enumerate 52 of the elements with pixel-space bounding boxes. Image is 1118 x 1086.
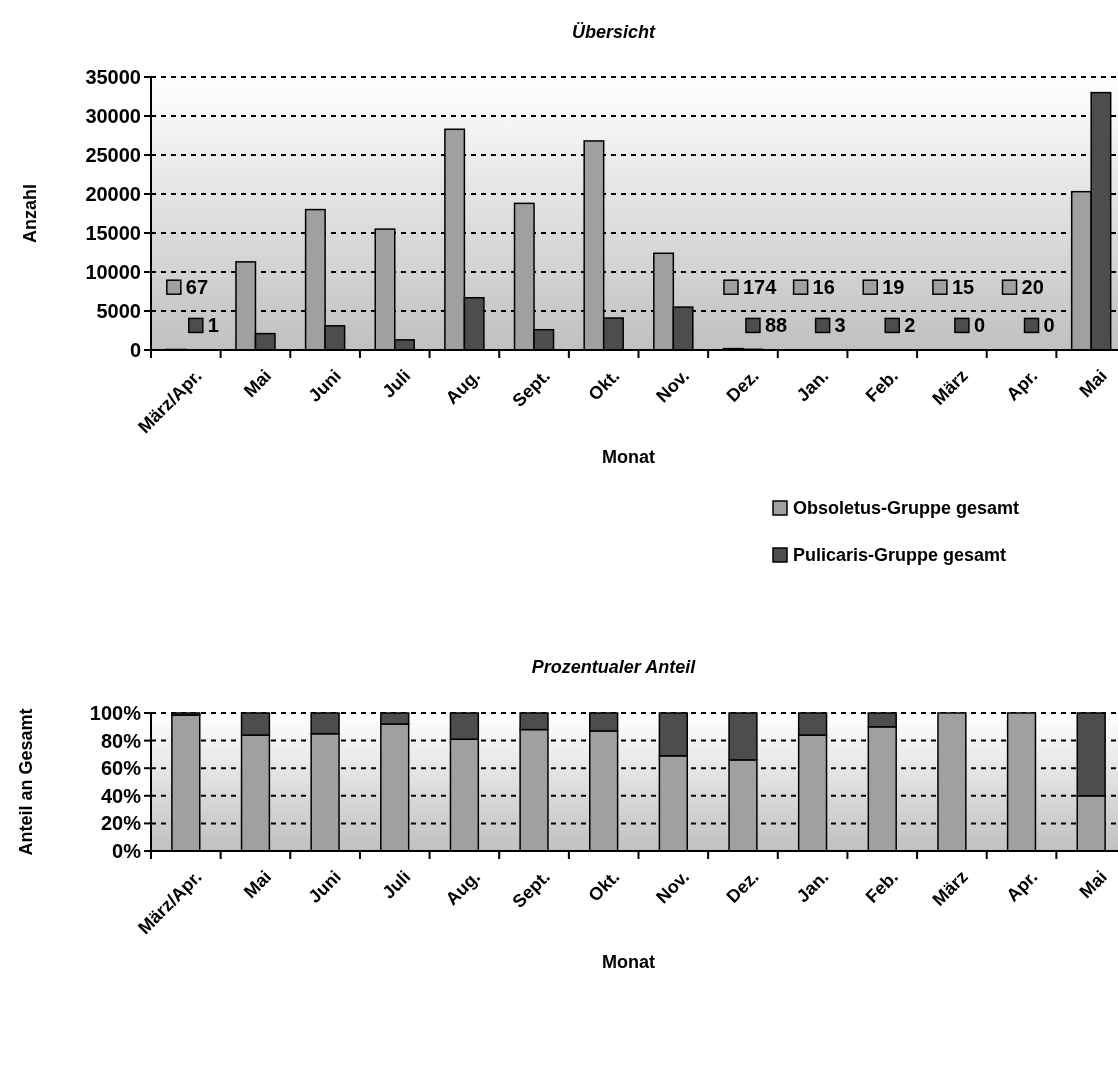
legend-label: Pulicaris-Gruppe gesamt: [793, 545, 1007, 566]
data-label: 19: [882, 276, 905, 299]
x-tick-label: Mai: [1075, 365, 1111, 401]
y-tick-label: 10000: [85, 261, 141, 283]
chart-title: Prozentualer Anteil: [531, 657, 697, 677]
y-tick-label: 60%: [100, 757, 142, 780]
y-tick-label: 20%: [100, 812, 142, 835]
y-tick-label: 0%: [112, 840, 142, 862]
y-tick-label: 80%: [100, 729, 142, 752]
data-label: 15: [951, 276, 975, 299]
x-tick-label: Apr.: [1002, 866, 1042, 906]
data-label: 3: [834, 314, 846, 337]
x-tick-label: Okt.: [584, 365, 624, 405]
x-tick-label: Feb.: [861, 365, 902, 406]
x-tick-label: Okt.: [584, 866, 624, 906]
data-label: 67: [185, 276, 209, 299]
x-axis-title: Monat: [602, 447, 655, 467]
data-label: 0: [1043, 314, 1055, 337]
data-label: 20: [1021, 276, 1044, 299]
x-tick-label: Jan.: [792, 866, 833, 907]
data-label: 16: [812, 276, 835, 299]
y-tick-label: 20000: [85, 183, 141, 205]
y-tick-label: 25000: [85, 144, 141, 166]
x-tick-label: Nov.: [652, 365, 694, 407]
y-tick-label: 35000: [85, 66, 141, 88]
y-tick-label: 15000: [85, 222, 141, 244]
x-tick-label: Juli: [378, 866, 415, 903]
x-tick-label: Mai: [1075, 866, 1111, 902]
y-axis-title: Anteil an Gesamt: [16, 708, 36, 856]
x-tick-label: Jan.: [792, 365, 833, 406]
x-tick-label: Dez.: [722, 365, 763, 406]
data-label: 174: [742, 276, 778, 299]
data-label: 0: [973, 314, 986, 337]
x-axis-title: Monat: [602, 952, 655, 972]
x-tick-label: Juli: [378, 365, 415, 402]
y-tick-label: 100%: [89, 702, 142, 724]
x-tick-label: Dez.: [722, 866, 763, 907]
y-tick-label: 30000: [85, 105, 141, 127]
x-tick-label: Mai: [239, 365, 276, 401]
x-tick-label: Nov.: [652, 866, 694, 908]
y-tick-label: 40%: [100, 784, 142, 807]
x-tick-label: Feb.: [861, 866, 902, 907]
legend-label: Obsoletus-Gruppe gesamt: [793, 498, 1020, 519]
y-tick-label: 0: [129, 339, 141, 361]
chart-title: Übersicht: [571, 22, 657, 42]
data-label: 88: [764, 314, 788, 337]
data-label: 2: [904, 314, 916, 337]
data-label: 1: [207, 314, 219, 337]
y-axis-title: Anzahl: [20, 183, 40, 244]
x-tick-label: Mai: [239, 866, 276, 902]
y-tick-label: 5000: [96, 300, 141, 322]
x-tick-label: Apr.: [1002, 365, 1042, 405]
